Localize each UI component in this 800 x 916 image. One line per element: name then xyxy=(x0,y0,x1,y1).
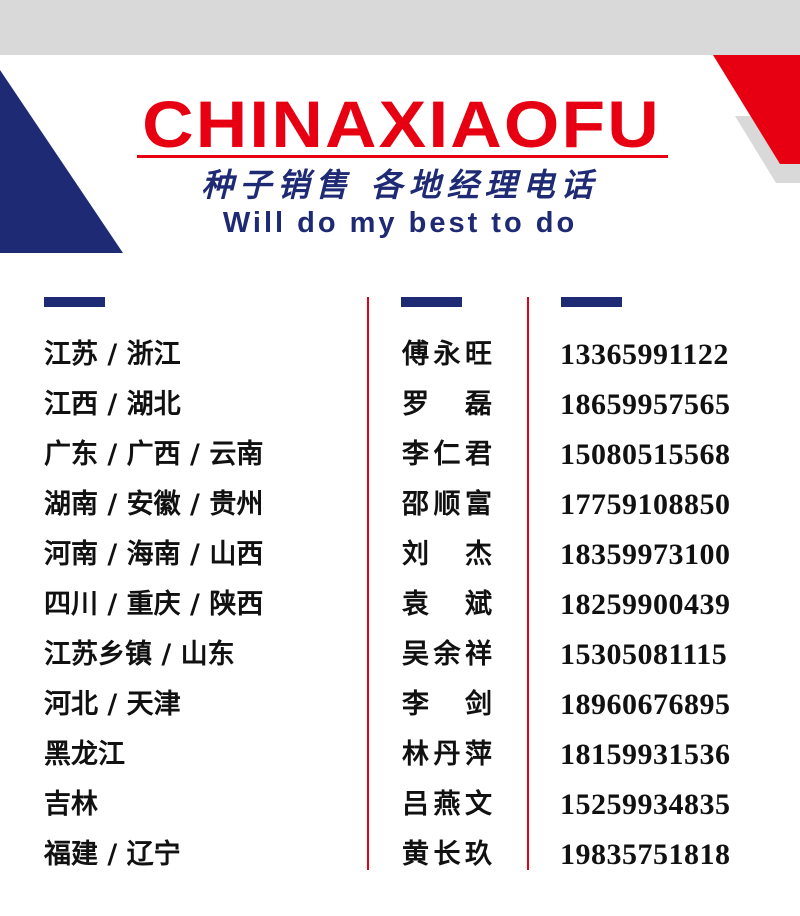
blue-triangle xyxy=(0,70,123,253)
region-column-marker xyxy=(44,297,105,307)
region-text: 江苏乡镇 / 山东 xyxy=(44,639,235,670)
top-gray-band xyxy=(0,0,800,55)
manager-name: 林丹萍 xyxy=(402,739,492,770)
phone-number: 19835751818 xyxy=(560,838,731,871)
manager-name: 黄长玖 xyxy=(402,839,492,870)
region-text: 江苏 / 浙江 xyxy=(44,339,181,370)
column-divider xyxy=(527,297,529,870)
phone-number: 18659957565 xyxy=(560,388,731,421)
phone-number: 15305081115 xyxy=(560,638,728,671)
name-column: 傅永旺罗 磊李仁君邵顺富刘 杰袁 斌吴余祥李 剑林丹萍吕燕文黄长玖 xyxy=(402,330,492,880)
manager-name: 吕燕文 xyxy=(402,789,492,820)
phone-number: 18259900439 xyxy=(560,588,731,621)
red-corner-shape xyxy=(713,55,800,164)
phone-number: 18159931536 xyxy=(560,738,731,771)
column-divider xyxy=(367,297,369,870)
region-text: 湖南 / 安徽 / 贵州 xyxy=(44,489,264,520)
manager-name: 李仁君 xyxy=(402,439,492,470)
slogan-english: Will do my best to do xyxy=(222,207,578,239)
region-text: 广东 / 广西 / 云南 xyxy=(44,439,264,470)
brand-underline xyxy=(137,155,668,158)
phone-number: 18960676895 xyxy=(560,688,731,721)
region-text: 河南 / 海南 / 山西 xyxy=(44,539,264,570)
manager-name: 邵顺富 xyxy=(402,489,492,520)
phone-column: 13365991122 18659957565 15080515568 1775910… xyxy=(560,330,731,880)
brand-title: CHINAXIAOFU xyxy=(142,87,661,161)
region-text: 黑龙江 xyxy=(44,739,125,770)
manager-name: 李 剑 xyxy=(402,689,492,720)
manager-name: 刘 杰 xyxy=(402,539,492,570)
phone-number: 18359973100 xyxy=(560,538,731,571)
phone-number: 13365991122 xyxy=(560,338,729,371)
name-column-marker xyxy=(401,297,462,307)
decorative-shapes xyxy=(0,55,800,253)
region-text: 吉林 xyxy=(44,789,98,820)
phone-number: 15080515568 xyxy=(560,438,731,471)
region-text: 福建 / 辽宁 xyxy=(44,839,181,870)
region-column: 江苏 / 浙江 江西 / 湖北广东 / 广西 / 云南 湖南 / 安徽 / 贵州 河南… xyxy=(44,330,263,880)
region-text: 河北 / 天津 xyxy=(44,689,181,720)
region-text: 四川 / 重庆 / 陕西 xyxy=(44,589,264,620)
phone-number: 15259934835 xyxy=(560,788,731,821)
slogan-chinese: 种子销售 各地经理电话 xyxy=(201,166,599,204)
manager-name: 傅永旺 xyxy=(402,339,492,370)
manager-name: 罗 磊 xyxy=(402,389,492,420)
manager-name: 吴余祥 xyxy=(402,639,492,670)
phone-number: 17759108850 xyxy=(560,488,731,521)
region-text: 江西 / 湖北 xyxy=(44,389,181,420)
manager-name: 袁 斌 xyxy=(402,589,492,620)
phone-column-marker xyxy=(561,297,622,307)
